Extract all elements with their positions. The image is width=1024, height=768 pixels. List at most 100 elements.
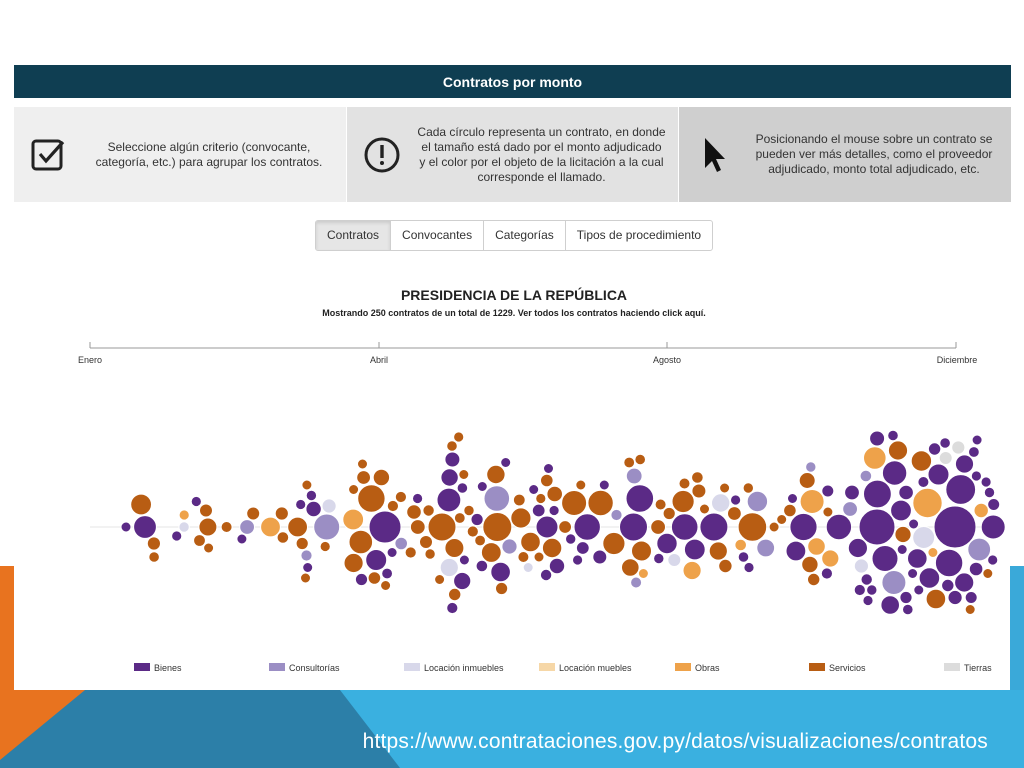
contract-bubble[interactable]: [190, 495, 202, 508]
contract-bubble[interactable]: [881, 460, 908, 486]
contract-bubble[interactable]: [910, 450, 933, 472]
contract-bubble[interactable]: [482, 512, 513, 542]
contract-bubble[interactable]: [858, 508, 896, 546]
contract-bubble[interactable]: [859, 469, 873, 483]
contract-bubble[interactable]: [691, 483, 707, 499]
contract-bubble[interactable]: [348, 529, 374, 555]
contract-bubble[interactable]: [662, 506, 676, 521]
contract-bubble[interactable]: [880, 595, 901, 615]
contract-bubble[interactable]: [528, 484, 540, 495]
contract-bubble[interactable]: [678, 477, 691, 490]
contract-bubble[interactable]: [419, 535, 433, 549]
tab-categorias[interactable]: Categorías: [484, 221, 566, 250]
contract-bubble[interactable]: [737, 551, 750, 563]
contract-bubble[interactable]: [801, 555, 819, 574]
contract-bubble[interactable]: [495, 581, 509, 596]
contract-bubble[interactable]: [592, 549, 608, 565]
contract-bubble[interactable]: [718, 558, 733, 574]
contract-bubble[interactable]: [404, 546, 417, 559]
contract-bubble[interactable]: [587, 489, 614, 517]
contract-bubble[interactable]: [203, 542, 215, 554]
contract-bubble[interactable]: [436, 487, 462, 513]
contract-bubble[interactable]: [368, 510, 402, 544]
contract-bubble[interactable]: [540, 473, 554, 488]
contract-bubble[interactable]: [734, 538, 748, 552]
contract-bubble[interactable]: [787, 493, 798, 504]
contract-bubble[interactable]: [357, 484, 386, 513]
contract-bubble[interactable]: [573, 513, 601, 541]
contract-bubble[interactable]: [444, 451, 461, 468]
contract-bubble[interactable]: [667, 553, 682, 567]
contract-bubble[interactable]: [480, 542, 502, 563]
contract-bubble[interactable]: [193, 534, 206, 547]
contract-bubble[interactable]: [343, 552, 364, 574]
contract-bubble[interactable]: [964, 591, 978, 604]
contract-bubble[interactable]: [980, 476, 992, 488]
contract-bubble[interactable]: [406, 504, 422, 520]
contract-bubble[interactable]: [446, 601, 459, 615]
contract-bubble[interactable]: [699, 503, 710, 515]
contract-bubble[interactable]: [486, 464, 506, 485]
contract-bubble[interactable]: [866, 584, 878, 596]
contract-bubble[interactable]: [898, 484, 914, 501]
contract-bubble[interactable]: [869, 430, 886, 447]
contract-bubble[interactable]: [300, 572, 311, 584]
contract-bubble[interactable]: [964, 604, 976, 615]
contract-bubble[interactable]: [918, 567, 941, 589]
contract-bubble[interactable]: [236, 533, 248, 545]
contract-bubble[interactable]: [691, 471, 704, 484]
contract-bubble[interactable]: [699, 512, 729, 542]
contract-bubble[interactable]: [619, 512, 648, 542]
contract-bubble[interactable]: [987, 498, 1001, 511]
contract-bubble[interactable]: [934, 548, 964, 578]
contract-bubble[interactable]: [356, 470, 372, 485]
contract-bubble[interactable]: [947, 589, 963, 606]
contract-bubble[interactable]: [548, 557, 566, 575]
contract-bubble[interactable]: [120, 521, 132, 533]
contract-bubble[interactable]: [598, 479, 610, 491]
contract-bubble[interactable]: [313, 513, 341, 541]
contract-bubble[interactable]: [927, 547, 939, 558]
contract-bubble[interactable]: [302, 562, 314, 573]
contract-bubble[interactable]: [476, 481, 488, 492]
contract-bubble[interactable]: [198, 517, 218, 537]
contract-bubble[interactable]: [539, 568, 553, 582]
contract-bubble[interactable]: [630, 576, 643, 589]
contract-bubble[interactable]: [444, 538, 465, 558]
contract-bubble[interactable]: [565, 533, 577, 545]
contract-bubble[interactable]: [954, 572, 975, 593]
contract-bubble[interactable]: [656, 532, 678, 555]
contract-bubble[interactable]: [500, 457, 512, 468]
contract-bubble[interactable]: [239, 519, 256, 535]
contract-bubble[interactable]: [970, 470, 983, 482]
contract-bubble[interactable]: [348, 484, 360, 495]
contract-bubble[interactable]: [372, 468, 391, 487]
contract-bubble[interactable]: [178, 509, 190, 521]
contract-bubble[interactable]: [295, 498, 307, 511]
contract-bubble[interactable]: [456, 482, 469, 494]
contract-bubble[interactable]: [470, 512, 484, 527]
contract-bubble[interactable]: [853, 558, 870, 574]
contract-bubble[interactable]: [490, 561, 511, 583]
contract-bubble[interactable]: [968, 561, 984, 577]
contract-bubble[interactable]: [711, 493, 731, 513]
contract-bubble[interactable]: [178, 521, 190, 533]
contract-bubble[interactable]: [621, 558, 640, 577]
contract-bubble[interactable]: [980, 514, 1006, 540]
contract-bubble[interactable]: [927, 442, 942, 456]
contract-bubble[interactable]: [424, 548, 436, 560]
contract-bubble[interactable]: [894, 525, 912, 544]
contract-bubble[interactable]: [933, 505, 977, 549]
contract-bubble[interactable]: [987, 554, 999, 566]
contract-bubble[interactable]: [386, 547, 398, 558]
contract-bubble[interactable]: [572, 554, 584, 566]
contract-bubble[interactable]: [558, 520, 572, 534]
contract-bubble[interactable]: [512, 493, 526, 507]
contract-bubble[interactable]: [541, 537, 563, 559]
contract-bubble[interactable]: [148, 551, 160, 563]
contract-bubble[interactable]: [968, 446, 980, 458]
contract-bubble[interactable]: [853, 583, 866, 597]
contract-bubble[interactable]: [982, 568, 994, 579]
contract-bubble[interactable]: [653, 552, 665, 565]
contract-bubble[interactable]: [890, 499, 912, 522]
